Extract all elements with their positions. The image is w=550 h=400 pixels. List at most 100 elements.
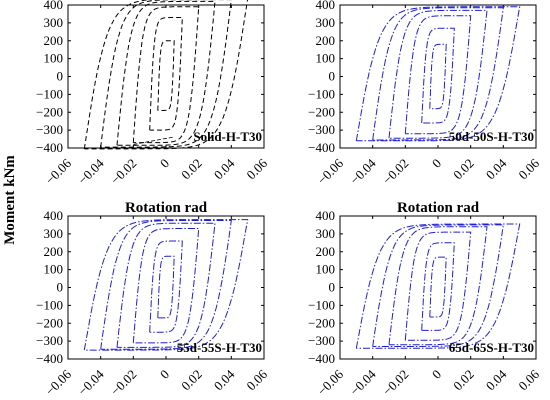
y-tick-label: 400 xyxy=(316,0,336,12)
y-tick-label: 200 xyxy=(316,244,336,259)
loop-series-4 xyxy=(116,222,216,348)
y-tick-label: 400 xyxy=(44,208,64,223)
x-tick-label: 0 xyxy=(429,367,444,382)
x-tick-label: 0.02 xyxy=(450,156,477,183)
x-tick-label: 0.06 xyxy=(515,366,542,393)
y-tick-label: −400 xyxy=(308,351,335,366)
y-tick-label: −100 xyxy=(36,297,63,312)
x-tick-label: 0.04 xyxy=(211,155,238,182)
x-tick-label: −0.06 xyxy=(314,155,346,187)
y-tick-label: 200 xyxy=(44,33,64,48)
y-tick-label: 300 xyxy=(44,226,64,241)
y-tick-label: 200 xyxy=(316,33,336,48)
loop-series-6 xyxy=(355,6,521,142)
loop-series-5 xyxy=(372,224,504,347)
plot-frame xyxy=(67,215,265,360)
y-tick-label: 0 xyxy=(329,280,336,295)
y-tick-label: −300 xyxy=(36,333,63,348)
loop-series-3 xyxy=(132,228,200,344)
y-tick-label: 400 xyxy=(316,208,336,223)
loops xyxy=(83,0,249,150)
loop-series-1 xyxy=(157,40,175,111)
panel-2: 400 300 200 100 0 −100 −200 −300 −400−0.06 −0.04−… xyxy=(308,0,542,187)
loop-series-6 xyxy=(83,219,249,351)
loop-series-1 xyxy=(429,43,447,110)
x-tick-label: −0.02 xyxy=(380,156,412,188)
loop-series-5 xyxy=(372,7,504,141)
y-tick-label: 0 xyxy=(329,69,336,84)
y-tick-label: −100 xyxy=(36,86,63,101)
y-tick-label: 300 xyxy=(316,15,336,30)
panel-3: 400 300 200 100 0 −100 −200 −300 −400−0.06 −0.04−… xyxy=(36,208,270,398)
y-tick-label: 100 xyxy=(316,51,336,66)
x-tick-label: 0 xyxy=(429,156,444,171)
y-tick-label: −200 xyxy=(36,315,63,330)
loop-series-3 xyxy=(132,6,200,144)
x-tick-label: 0.02 xyxy=(178,156,205,183)
x-tick-label: −0.06 xyxy=(42,366,74,398)
x-tick-label: −0.04 xyxy=(347,366,379,398)
loop-series-5 xyxy=(100,220,232,350)
x-tick-label: 0.06 xyxy=(243,366,270,393)
loop-series-1 xyxy=(157,255,175,319)
x-tick-label: 0.02 xyxy=(450,367,477,394)
y-tick-label: 0 xyxy=(57,280,64,295)
y-tick-label: −400 xyxy=(36,351,63,366)
x-tick-label: 0.04 xyxy=(483,155,510,182)
loops xyxy=(83,219,249,351)
loop-series-4 xyxy=(116,0,216,146)
loop-series-4 xyxy=(388,9,488,139)
plot-frame xyxy=(67,4,265,149)
panel-label: Solid-H-T30 xyxy=(193,129,262,144)
y-tick-label: −200 xyxy=(308,104,335,119)
x-tick-label: 0.06 xyxy=(243,155,270,182)
x-axis-title-right: Rotation rad xyxy=(397,200,480,216)
y-tick-label: 100 xyxy=(44,262,64,277)
y-tick-label: −100 xyxy=(308,86,335,101)
loop-series-2 xyxy=(421,27,455,124)
y-tick-label: 100 xyxy=(316,262,336,277)
y-tick-label: 300 xyxy=(44,15,64,30)
x-tick-label: −0.02 xyxy=(108,367,140,399)
loop-series-4 xyxy=(388,226,488,346)
y-tick-label: 0 xyxy=(57,69,64,84)
plot-frame xyxy=(339,215,537,360)
label-leader-line xyxy=(133,136,175,145)
panel-label: 55d-55S-H-T30 xyxy=(177,340,262,355)
loop-series-6 xyxy=(355,223,521,349)
x-tick-label: 0 xyxy=(157,156,172,171)
y-tick-label: −400 xyxy=(36,140,63,155)
x-tick-label: 0.02 xyxy=(178,367,205,394)
panel-4: 400 300 200 100 0 −100 −200 −300 −400−0.06 −0.04−… xyxy=(308,208,542,398)
loop-series-2 xyxy=(149,17,183,131)
x-tick-label: −0.02 xyxy=(108,156,140,188)
x-tick-label: −0.04 xyxy=(75,155,107,187)
x-tick-label: −0.06 xyxy=(314,366,346,398)
x-tick-label: 0.06 xyxy=(515,155,542,182)
x-tick-label: −0.04 xyxy=(75,366,107,398)
y-tick-label: 400 xyxy=(44,0,64,12)
x-tick-label: −0.04 xyxy=(347,155,379,187)
loop-series-3 xyxy=(404,15,472,135)
loop-series-2 xyxy=(421,242,455,331)
y-tick-label: −200 xyxy=(308,315,335,330)
panel-label: 50d-50S-H-T30 xyxy=(449,129,534,144)
panel-label: 65d-65S-H-T30 xyxy=(449,340,534,355)
x-tick-label: −0.02 xyxy=(380,367,412,399)
x-tick-label: −0.06 xyxy=(42,155,74,187)
y-tick-label: −400 xyxy=(308,140,335,155)
y-tick-label: −300 xyxy=(36,122,63,137)
y-axis-title: Moment kNm xyxy=(2,155,18,245)
y-tick-label: −300 xyxy=(308,333,335,348)
y-tick-label: −200 xyxy=(36,104,63,119)
x-axis-title-left: Rotation rad xyxy=(125,200,208,216)
y-tick-label: −300 xyxy=(308,122,335,137)
y-tick-label: 100 xyxy=(44,51,64,66)
loop-series-2 xyxy=(149,240,183,333)
y-tick-label: 300 xyxy=(316,226,336,241)
loop-series-3 xyxy=(404,231,472,341)
loops xyxy=(355,223,521,349)
loops xyxy=(355,6,521,142)
loop-series-1 xyxy=(429,256,447,318)
